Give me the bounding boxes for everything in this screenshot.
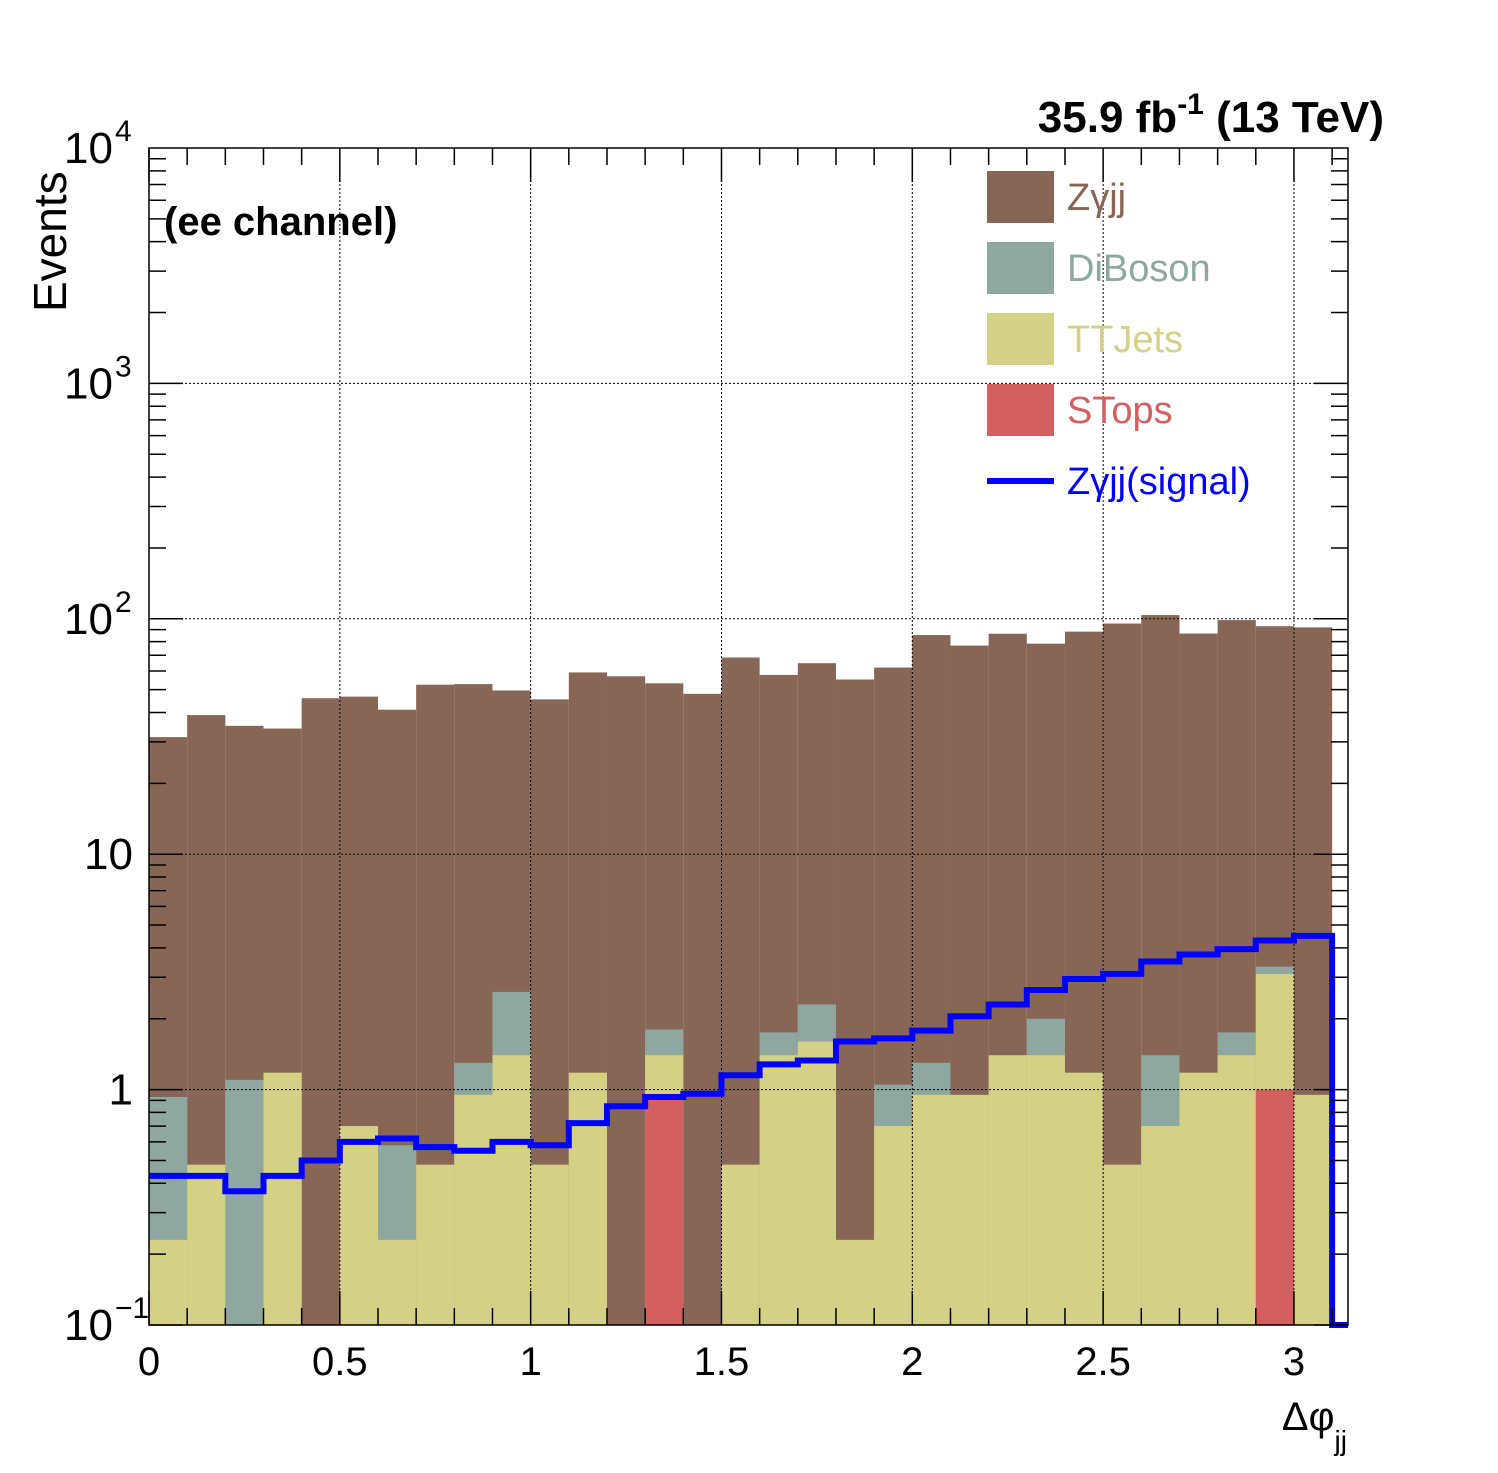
x-axis-label-main: Δφ (1282, 1395, 1335, 1439)
bar-ttjets-16 (759, 1055, 798, 1325)
legend-swatch-0 (987, 171, 1054, 223)
bar-ttjets-24 (1064, 1072, 1104, 1325)
bar-ttjets-21 (950, 1094, 989, 1325)
lumi-energy: (13 TeV) (1204, 93, 1384, 142)
legend-label-4: Zγjj(signal) (1067, 461, 1251, 503)
x-axis-label-sub: jj (1334, 1425, 1347, 1456)
legend-label-0: Zγjj (1067, 177, 1126, 219)
bar-ttjets-1 (187, 1164, 226, 1325)
bar-ttjets-0 (149, 1239, 188, 1325)
bar-ttjets-28 (1217, 1055, 1256, 1325)
legend-label-3: STops (1067, 390, 1173, 432)
legend: Zγjj DiBoson TTJets STops Zγjj(signal) (987, 171, 1251, 503)
x-tick-label-1: 0.5 (312, 1340, 368, 1384)
bar-ttjets-10 (530, 1164, 569, 1325)
y-tick-exponent-4: 3 (115, 350, 132, 383)
y-tick-label-4: 10 (64, 359, 113, 408)
y-tick-exponent-5: 4 (115, 115, 132, 148)
bar-ttjets-7 (416, 1164, 455, 1325)
y-tick-exponent-0: −1 (115, 1292, 149, 1325)
legend-swatch-1 (987, 242, 1054, 294)
bar-ttjets-5 (339, 1126, 378, 1325)
plot-frame (148, 147, 1349, 1326)
x-tick-label-2: 1 (520, 1340, 542, 1384)
bar-ttjets-17 (797, 1041, 836, 1325)
stacked-bars (149, 615, 1333, 1325)
bar-ttjets-22 (988, 1055, 1027, 1325)
bar-stops-13 (645, 1094, 684, 1325)
bar-ttjets-20 (912, 1094, 951, 1325)
x-tick-label-5: 2.5 (1075, 1340, 1131, 1384)
signal-line-layer (149, 932, 1348, 1328)
legend-label-2: TTJets (1067, 319, 1183, 361)
bar-ttjets-8 (454, 1094, 493, 1325)
bar-ttjets-23 (1026, 1055, 1065, 1325)
bar-ttjets-19 (874, 1126, 913, 1325)
bar-ttjets-26 (1141, 1126, 1180, 1325)
y-axis-label: Events (24, 171, 76, 312)
bar-diboson-2 (225, 1079, 264, 1325)
bar-zjj-4 (301, 698, 340, 1325)
bar-ttjets-3 (263, 1072, 302, 1325)
lumi-value: 35.9 fb (1038, 93, 1177, 142)
bar-zjj-12 (606, 676, 646, 1325)
x-tick-label-4: 2 (901, 1340, 923, 1384)
x-tick-label-6: 3 (1283, 1340, 1305, 1384)
bar-ttjets-6 (377, 1239, 417, 1325)
y-tick-label-1: 1 (109, 1066, 133, 1115)
bar-ttjets-27 (1179, 1072, 1218, 1325)
y-tick-label-3: 10 (64, 595, 113, 644)
grid-lines (149, 148, 1348, 1325)
signal-line (149, 932, 1348, 1328)
legend-swatch-2 (987, 313, 1054, 365)
y-tick-label-2: 10 (84, 830, 133, 879)
bar-ttjets-11 (568, 1072, 607, 1325)
bar-stops-29 (1255, 1089, 1294, 1325)
bar-ttjets-9 (492, 1055, 531, 1325)
x-tick-label-3: 1.5 (694, 1340, 750, 1384)
legend-swatch-3 (987, 384, 1054, 436)
bar-ttjets-30 (1293, 1094, 1333, 1325)
bar-zjj-18 (835, 679, 875, 1325)
x-axis-label: Δφjj (1282, 1395, 1347, 1456)
y-tick-label-0: 10 (64, 1301, 113, 1350)
lumi-label: 35.9 fb-1 (13 TeV) (1038, 88, 1384, 142)
bar-ttjets-18 (835, 1239, 875, 1325)
bar-ttjets-15 (721, 1164, 760, 1325)
axes (148, 147, 1349, 1326)
bar-zjj-14 (683, 693, 722, 1325)
y-tick-exponent-3: 2 (115, 586, 132, 619)
legend-label-1: DiBoson (1067, 248, 1211, 290)
x-tick-label-0: 0 (138, 1340, 160, 1384)
y-tick-label-5: 10 (64, 124, 113, 173)
bar-ttjets-25 (1103, 1164, 1142, 1325)
lumi-superscript: -1 (1177, 88, 1204, 121)
channel-label: (ee channel) (164, 200, 397, 244)
